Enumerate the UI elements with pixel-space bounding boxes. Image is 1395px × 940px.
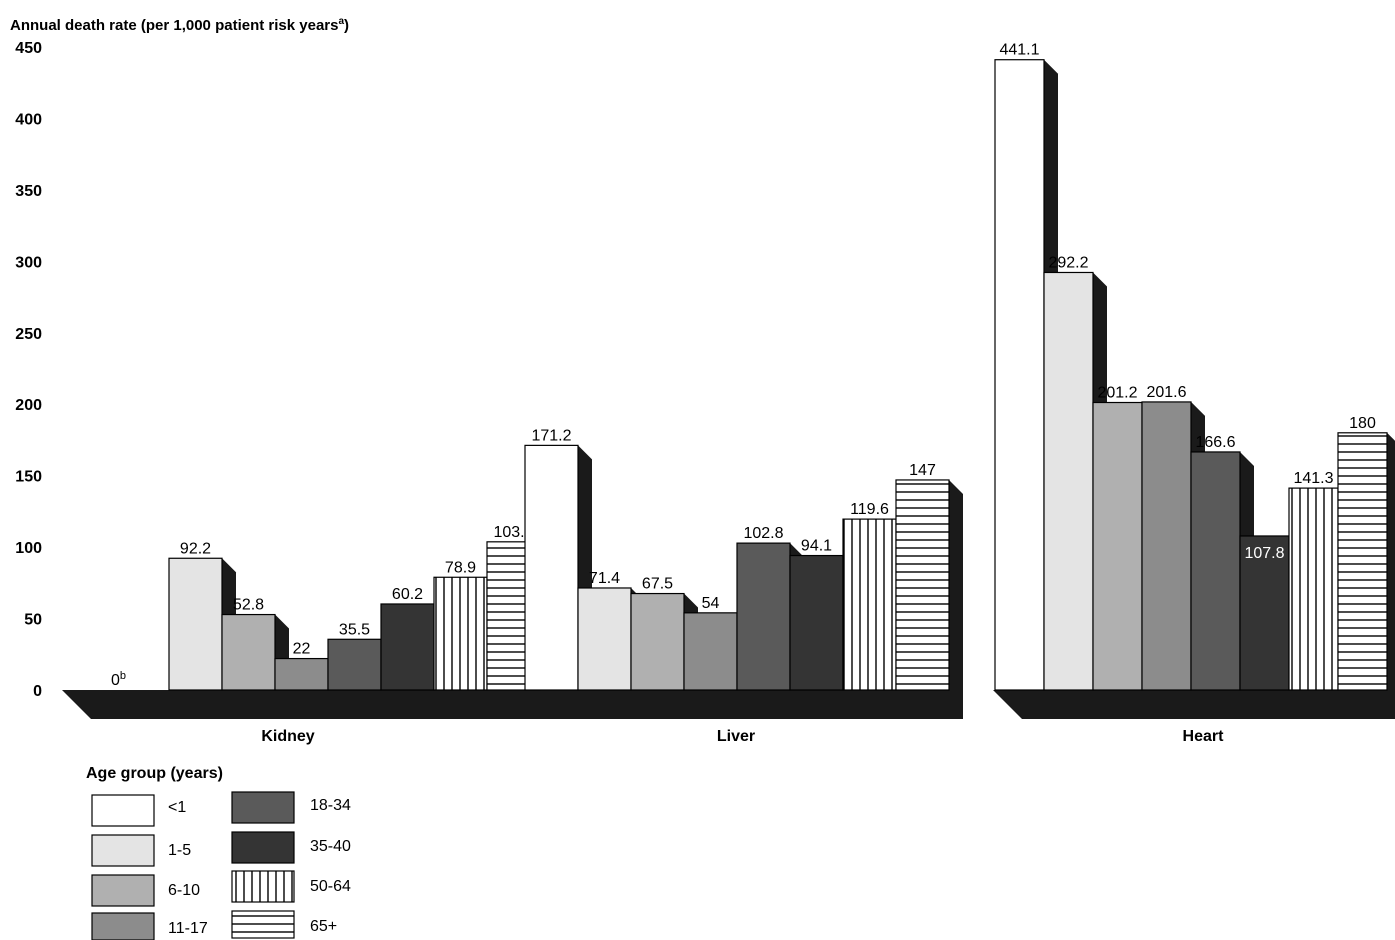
bar-heart-50-64 [1288, 487, 1339, 691]
legend-swatch-6-10 [91, 874, 155, 907]
y-tick-label: 450 [15, 40, 42, 57]
legend-swatch-1-5 [91, 834, 155, 867]
legend-label-65plus: 65+ [310, 918, 338, 935]
bar-liver-65plus [895, 479, 950, 691]
legend-label-1-5: 1-5 [168, 842, 192, 859]
data-label-kidney-35-40: 60.2 [392, 586, 423, 603]
legend-swatch-50-64 [231, 870, 295, 903]
legend-label-6-10: 6-10 [168, 882, 201, 899]
category-label-heart: Heart [1182, 728, 1224, 745]
data-label-heart-6-10: 201.2 [1097, 385, 1137, 402]
bar-liver-6-10 [630, 592, 685, 691]
bar-heart-lt1 [994, 59, 1045, 691]
bar-kidney-18-34 [327, 638, 382, 691]
bar-heart-6-10 [1092, 401, 1143, 691]
bar-kidney-1-5 [168, 557, 223, 691]
data-label-kidney-6-10: 52.8 [233, 597, 264, 614]
legend-label-50-64: 50-64 [310, 878, 351, 895]
category-label-liver: Liver [716, 728, 756, 745]
data-label-heart-35-40: 107.8 [1244, 545, 1284, 562]
legend-label-18-34: 18-34 [310, 797, 351, 814]
bar-heart-65plus [1337, 432, 1388, 691]
bar-liver-18-34 [736, 542, 791, 691]
floor-liver [523, 690, 963, 719]
data-label-liver-1-5: 71.4 [589, 570, 620, 587]
data-label-kidney-18-34: 35.5 [339, 621, 370, 638]
data-label-heart-1-5: 292.2 [1048, 254, 1088, 271]
floor-kidney [62, 690, 554, 719]
bar-kidney-50-64 [433, 576, 488, 691]
y-tick-label: 100 [15, 540, 42, 557]
y-tick-label: 150 [15, 469, 42, 486]
y-tick-label: 50 [24, 612, 42, 629]
data-label-liver-18-34: 102.8 [743, 525, 783, 542]
data-label-heart-65plus: 180 [1349, 415, 1376, 432]
data-label-heart-lt1: 441.1 [999, 42, 1039, 59]
data-label-liver-11-17: 54 [702, 595, 720, 612]
bar-liver-1-5 [577, 587, 632, 691]
legend-swatch-65plus [231, 910, 295, 939]
legend-swatch-18-34 [231, 791, 295, 824]
legend-label-35-40: 35-40 [310, 838, 351, 855]
category-label-kidney: Kidney [261, 728, 315, 745]
bar-kidney-35-40 [380, 603, 435, 691]
legend-label-11-17: 11-17 [168, 920, 208, 937]
data-label-kidney-11-17: 22 [293, 641, 311, 658]
bar-heart-65plus-side [1387, 432, 1395, 690]
legend-swatch-35-40 [231, 831, 295, 864]
data-label-liver-6-10: 67.5 [642, 576, 673, 593]
data-label-heart-18-34: 166.6 [1195, 434, 1235, 451]
legend-title: Age group (years) [86, 765, 223, 782]
data-label-kidney-1-5: 92.2 [180, 540, 211, 557]
bar-liver-lt1 [524, 444, 579, 691]
bar-heart-1-5 [1043, 271, 1094, 691]
legend-swatch-11-17 [91, 912, 155, 940]
y-tick-label: 250 [15, 326, 42, 343]
bar-heart-11-17 [1141, 401, 1192, 691]
bar-kidney-11-17 [274, 657, 329, 691]
y-tick-label: 400 [15, 111, 42, 128]
y-tick-label: 0 [33, 683, 42, 700]
data-label-kidney-65plus: 103.7 [493, 524, 533, 541]
data-label-kidney-lt1: 0b [111, 670, 126, 689]
bar-liver-65plus-side [949, 479, 963, 690]
data-label-heart-50-64: 141.3 [1293, 470, 1333, 487]
legend-label-lt1: <1 [168, 799, 187, 816]
legend-swatch-lt1 [91, 794, 155, 827]
data-label-kidney-50-64: 78.9 [445, 559, 476, 576]
bar-heart-18-34 [1190, 451, 1241, 691]
y-axis-title: Annual death rate (per 1,000 patient ris… [10, 16, 350, 34]
bar-liver-35-40 [789, 554, 844, 691]
data-label-liver-50-64: 119.6 [850, 501, 889, 518]
y-tick-label: 350 [15, 183, 42, 200]
bar-kidney-6-10 [221, 613, 276, 691]
y-tick-label: 300 [15, 254, 42, 271]
floor-heart [993, 690, 1395, 719]
bar-liver-11-17 [683, 612, 738, 691]
data-label-heart-11-17: 201.6 [1146, 384, 1186, 401]
y-tick-label: 200 [15, 397, 42, 414]
data-label-liver-35-40: 94.1 [801, 538, 832, 555]
data-label-liver-65plus: 147 [909, 462, 936, 479]
bar-liver-50-64 [842, 518, 897, 691]
data-label-liver-lt1: 171.2 [531, 427, 571, 444]
